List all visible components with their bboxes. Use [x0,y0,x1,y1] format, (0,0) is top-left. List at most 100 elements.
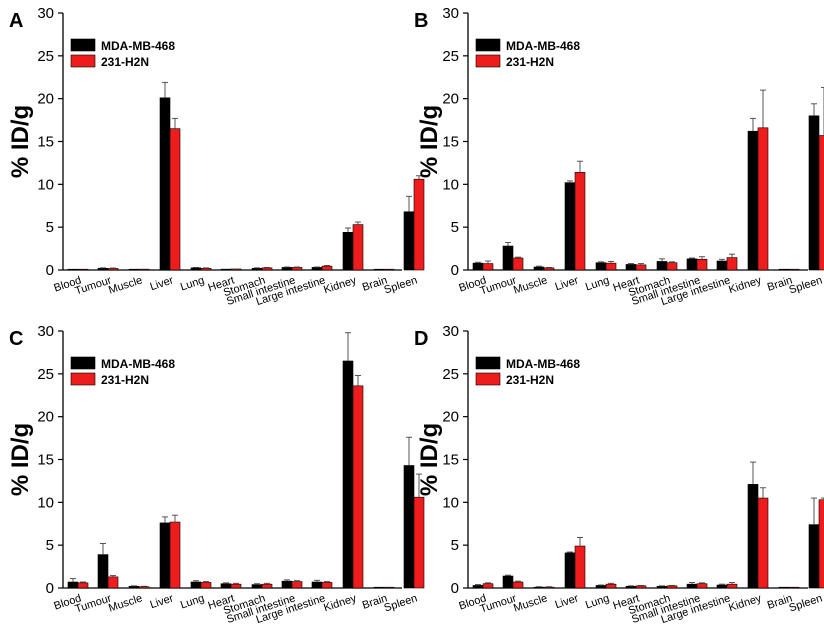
x-category-label: Spleen [788,274,824,296]
y-tick-label: 5 [46,537,54,554]
bar-231-h2n [574,545,586,589]
bar-mda-mb-468 [533,266,545,271]
bar-231-h2n [107,268,119,271]
panel-label: C [9,328,23,350]
bar-mda-mb-468 [502,575,514,589]
y-tick-label: 20 [37,409,54,426]
legend-swatch [475,54,501,68]
bar-231-h2n [413,496,425,589]
bar-231-h2n [726,257,738,271]
bar-mda-mb-468 [808,524,820,589]
x-category-label: Liver [554,592,581,611]
legend-swatch [70,372,96,386]
bar-mda-mb-468 [311,267,323,271]
bar-231-h2n [230,583,242,589]
bar-mda-mb-468 [67,268,79,271]
x-category-label: Kidney [322,274,358,296]
legend-label: MDA-MB-468 [506,357,580,371]
bar-mda-mb-468 [564,552,576,589]
x-category-label: Muscle [512,274,549,296]
bar-mda-mb-468 [342,232,354,271]
bar-231-h2n [574,172,586,271]
legend-swatch [70,38,96,52]
bar-mda-mb-468 [747,130,759,271]
y-tick-label: 20 [442,409,459,426]
y-tick-label: 5 [451,537,459,554]
bar-mda-mb-468 [778,268,790,271]
bar-mda-mb-468 [747,484,759,589]
bar-231-h2n [261,267,273,271]
bar-mda-mb-468 [472,262,484,271]
bar-mda-mb-468 [472,585,484,589]
bar-231-h2n [77,582,89,589]
y-tick-label: 10 [442,494,459,511]
y-axis-label: % ID/g [7,105,34,178]
bar-mda-mb-468 [686,258,698,271]
y-tick-label: 0 [46,262,54,279]
y-axis-label: % ID/g [7,423,34,496]
bar-231-h2n [757,497,769,589]
bar-231-h2n [77,268,89,271]
legend-label: MDA-MB-468 [101,357,175,371]
bar-mda-mb-468 [190,581,202,589]
legend-swatch [70,54,96,68]
bar-231-h2n [200,267,212,271]
bar-231-h2n [605,262,617,271]
legend-label: 231-H2N [101,55,149,69]
bar-231-h2n [788,268,800,271]
x-category-label: Muscle [107,592,144,614]
bar-mda-mb-468 [190,267,202,271]
y-tick-label: 5 [46,219,54,236]
bar-mda-mb-468 [656,585,668,589]
y-tick-label: 20 [37,91,54,108]
legend-swatch [475,356,501,370]
y-axis-label: % ID/g [416,105,443,178]
legend-label: MDA-MB-468 [506,39,580,53]
bar-mda-mb-468 [808,115,820,271]
y-tick-label: 30 [442,323,459,340]
bar-mda-mb-468 [625,264,637,271]
x-category-label: Lung [179,592,206,611]
bar-231-h2n [383,586,395,589]
bar-231-h2n [482,583,494,589]
legend-swatch [475,38,501,52]
bar-231-h2n [352,385,364,589]
bar-231-h2n [107,576,119,589]
y-tick-label: 25 [442,366,459,383]
bar-231-h2n [291,581,303,589]
y-tick-label: 0 [451,262,459,279]
x-category-label: Kidney [727,592,763,614]
bar-231-h2n [635,585,647,589]
bar-231-h2n [169,521,181,589]
legend-label: MDA-MB-468 [101,39,175,53]
bar-mda-mb-468 [97,554,109,589]
bar-231-h2n [666,585,678,589]
legend-label: 231-H2N [506,373,554,387]
y-tick-label: 30 [37,5,54,22]
bar-mda-mb-468 [403,465,415,589]
bar-mda-mb-468 [373,586,385,589]
x-category-label: Spleen [383,274,419,296]
x-category-label: Liver [149,592,176,611]
bar-mda-mb-468 [220,583,232,589]
legend-swatch [475,372,501,386]
bar-231-h2n [543,267,555,271]
bar-mda-mb-468 [281,267,293,271]
y-axis-label: % ID/g [416,423,443,496]
bar-mda-mb-468 [97,267,109,271]
y-tick-label: 10 [442,176,459,193]
bar-231-h2n [543,586,555,589]
x-category-label: Lung [584,274,611,293]
bar-mda-mb-468 [533,586,545,589]
bar-231-h2n [757,127,769,271]
bar-231-h2n [635,264,647,271]
bar-mda-mb-468 [128,268,140,271]
bar-231-h2n [482,263,494,271]
bar-mda-mb-468 [625,585,637,589]
bar-mda-mb-468 [128,585,140,589]
bar-231-h2n [696,583,708,589]
